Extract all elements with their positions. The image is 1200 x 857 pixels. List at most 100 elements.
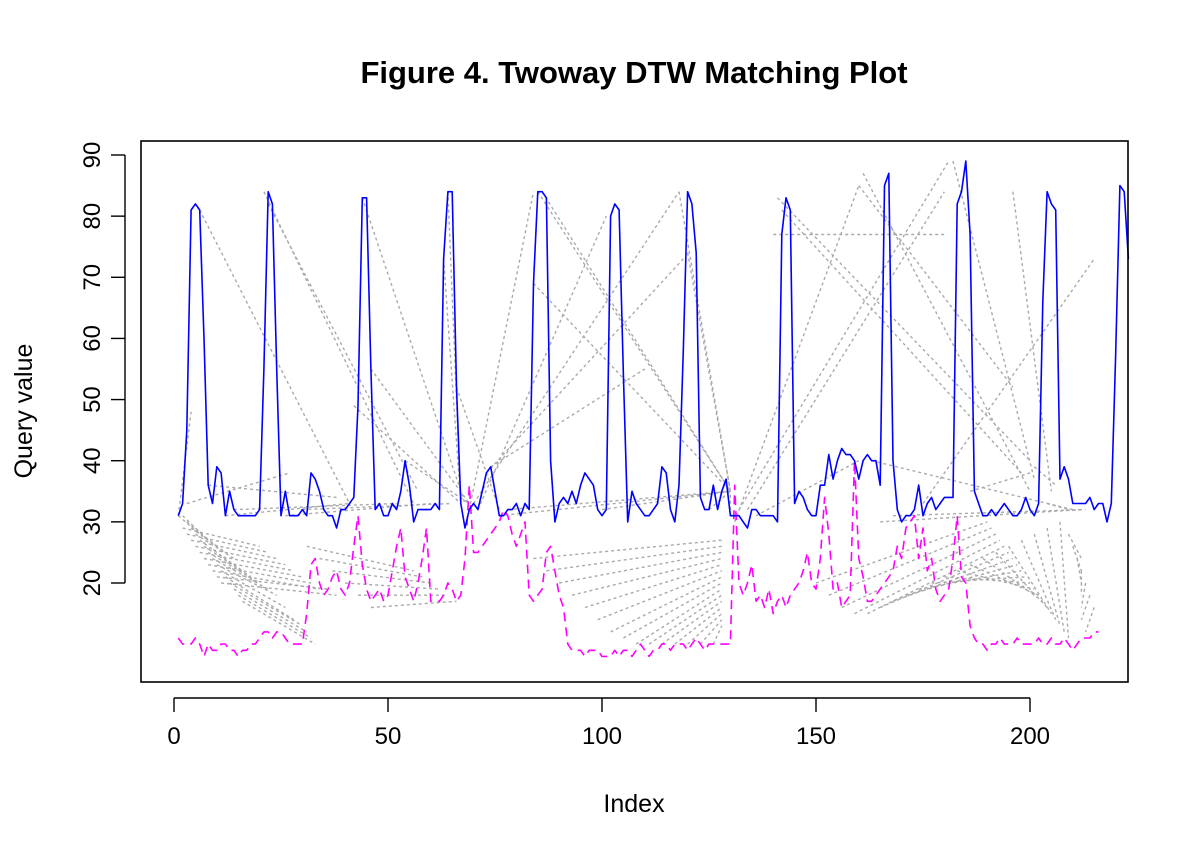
alignment-line: [442, 258, 462, 504]
alignment-line: [944, 576, 1031, 584]
y-tick-label: 60: [79, 325, 106, 352]
alignment-line: [982, 557, 1044, 602]
alignment-line: [623, 582, 723, 639]
alignment-line: [867, 545, 1005, 615]
alignment-line: [1080, 582, 1087, 608]
alignment-line: [533, 539, 722, 560]
y-tick-label: 40: [79, 447, 106, 474]
y-tick-label: 30: [79, 509, 106, 536]
alignment-line: [199, 209, 351, 504]
alignment-line: [199, 539, 243, 572]
x-tick-label: 100: [582, 723, 622, 750]
alignment-line: [1033, 466, 1057, 486]
plot-frame: [140, 140, 1129, 683]
reference-series-line: [177, 459, 1099, 658]
series-layer: [177, 160, 1130, 658]
alignment-line: [871, 460, 1073, 511]
alignment-line: [225, 502, 350, 517]
alignment-line: [370, 368, 470, 504]
alignment-line: [755, 460, 860, 517]
x-tick-label: 0: [167, 723, 180, 750]
alignment-line: [1020, 539, 1057, 620]
alignment-line: [1059, 521, 1070, 639]
alignment-line: [746, 191, 945, 510]
alignment-line: [686, 252, 732, 492]
alignment-line: [1080, 594, 1091, 620]
alignment-line: [190, 539, 277, 560]
y-tick-label: 80: [79, 203, 106, 230]
alignment-line: [237, 594, 312, 639]
x-axis: 0 50 100 150 200: [167, 697, 1050, 750]
alignment-line: [781, 209, 1022, 474]
alignment-line: [353, 405, 462, 505]
alignment-line: [995, 551, 1048, 608]
alignment-line: [319, 557, 423, 578]
y-tick-label: 50: [79, 386, 106, 413]
alignment-line: [345, 582, 440, 590]
alignment-line: [648, 594, 723, 645]
y-tick-label: 90: [79, 142, 106, 169]
alignment-line: [233, 588, 308, 633]
alignment-line: [571, 557, 722, 596]
alignment-line: [597, 570, 723, 621]
alignment-line: [207, 551, 260, 584]
alignment-line: [332, 570, 431, 584]
y-axis: 20 30 40 50 60 70 80 90: [79, 142, 126, 597]
alignment-line: [370, 600, 457, 609]
alignment-line: [221, 582, 337, 596]
y-tick-label: 70: [79, 264, 106, 291]
alignment-line: [212, 557, 269, 590]
x-tick-label: 200: [1010, 723, 1050, 750]
alignment-line: [879, 551, 1009, 609]
alignment-line: [242, 600, 316, 645]
y-axis-label: Query value: [10, 344, 38, 479]
alignment-line: [841, 533, 997, 609]
y-tick-label: 20: [79, 570, 106, 597]
alignment-line: [220, 570, 286, 609]
alignment-line: [687, 613, 723, 645]
alignment-line: [177, 515, 201, 535]
alignment-line: [182, 527, 260, 547]
alignment-line: [404, 460, 470, 505]
alignment-line: [267, 203, 419, 492]
alignment-line: [468, 191, 535, 510]
alignment-line: [828, 527, 992, 596]
alignment-line: [499, 490, 731, 517]
alignment-line: [969, 472, 1031, 492]
alignment-line: [225, 576, 295, 621]
alignment-line: [306, 545, 414, 572]
alignment-line: [678, 191, 732, 492]
alignment-line: [610, 576, 723, 633]
alignment-line: [477, 215, 607, 510]
alignment-line: [485, 258, 684, 474]
alignment-line: [199, 551, 294, 572]
alignment-line: [216, 576, 329, 590]
alignment-line: [776, 197, 1031, 462]
alignment-line: [490, 368, 646, 468]
alignment-line: [473, 191, 680, 504]
alignment-line: [195, 533, 235, 560]
alignment-line: [1033, 533, 1061, 626]
alignment-line: [674, 606, 723, 645]
alignment-line: [601, 490, 731, 511]
alignment-line: [263, 191, 415, 504]
query-series-line: [177, 160, 1130, 529]
alignment-line: [661, 600, 723, 645]
alignment-line: [1084, 607, 1095, 633]
alignment-line: [507, 490, 731, 511]
x-tick-label: 150: [796, 723, 836, 750]
x-tick-label: 50: [375, 723, 402, 750]
alignment-line: [1046, 502, 1069, 511]
alignment-line: [1067, 533, 1083, 559]
chart-title: Figure 4. Twoway DTW Matching Plot: [360, 55, 907, 90]
alignment-line: [922, 258, 1095, 504]
alignment-line: [957, 570, 1035, 590]
alignment-line: [229, 582, 303, 627]
alignment-line: [186, 533, 269, 554]
alignment-line: [738, 160, 950, 510]
alignment-line: [931, 576, 1026, 584]
alignment-line: [1012, 191, 1053, 492]
x-axis-label: Index: [603, 790, 665, 818]
alignment-line: [635, 588, 723, 645]
